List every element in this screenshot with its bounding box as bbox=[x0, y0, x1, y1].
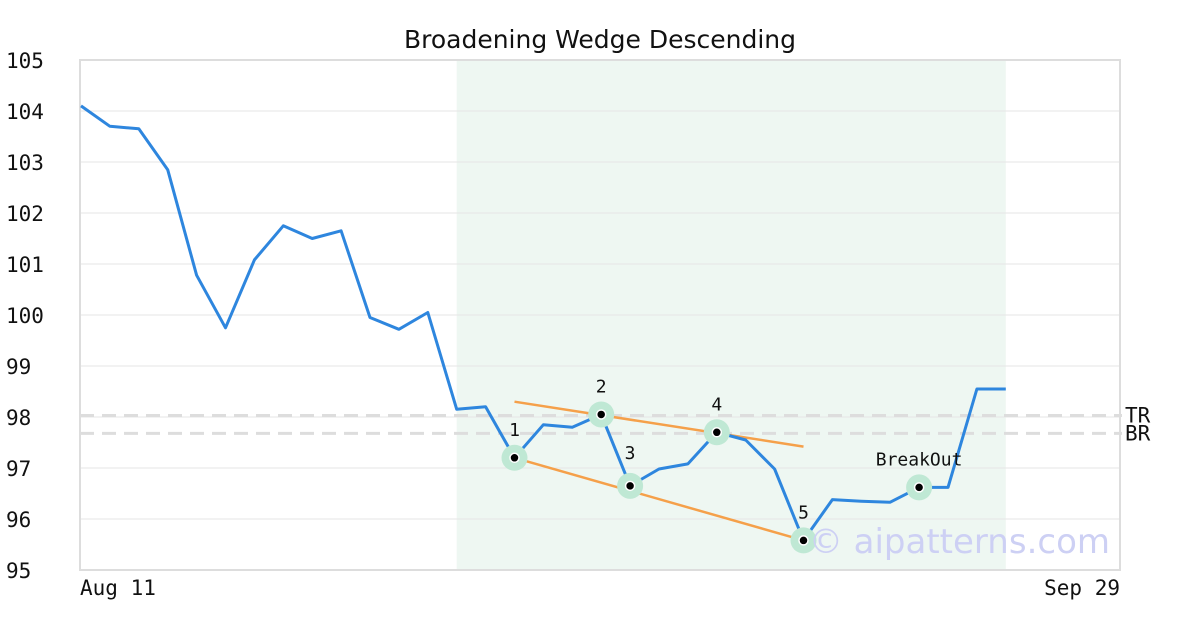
x-tick-label: Sep 29 bbox=[1044, 576, 1120, 600]
y-tick-label: 101 bbox=[6, 253, 44, 277]
y-tick-label: 96 bbox=[6, 508, 31, 532]
y-tick-label: 97 bbox=[6, 457, 31, 481]
pattern-point bbox=[798, 535, 809, 546]
pattern-point-label: 2 bbox=[596, 376, 607, 397]
y-tick-label: 99 bbox=[6, 355, 31, 379]
y-tick-label: 95 bbox=[6, 559, 31, 583]
x-tick-label: Aug 11 bbox=[80, 576, 156, 600]
y-tick-label: 105 bbox=[6, 49, 44, 73]
chart-title: Broadening Wedge Descending bbox=[404, 25, 796, 54]
trend-line bbox=[514, 456, 804, 542]
pattern-point-label: BreakOut bbox=[876, 449, 963, 470]
trend-line bbox=[514, 400, 804, 448]
pattern-point-label: 5 bbox=[798, 502, 809, 523]
y-tick-label: 100 bbox=[6, 304, 44, 328]
reference-label: TR bbox=[1125, 403, 1151, 427]
y-tick-label: 104 bbox=[6, 100, 44, 124]
pattern-point-label: 4 bbox=[711, 394, 722, 415]
y-tick-label: 103 bbox=[6, 151, 44, 175]
y-tick-label: 102 bbox=[6, 202, 44, 226]
plot-frame bbox=[79, 59, 1121, 571]
pattern-point bbox=[595, 409, 607, 420]
pattern-point-label: 3 bbox=[625, 443, 636, 464]
pattern-point bbox=[624, 480, 636, 492]
pattern-point bbox=[509, 452, 520, 464]
price-line bbox=[80, 104, 1006, 542]
pattern-point-label: 1 bbox=[509, 420, 520, 441]
watermark: © aipatterns.com bbox=[809, 522, 1110, 562]
pattern-point bbox=[711, 427, 723, 438]
y-tick-label: 98 bbox=[6, 406, 31, 430]
reference-label: BR bbox=[1125, 421, 1151, 445]
pattern-point bbox=[913, 482, 925, 493]
